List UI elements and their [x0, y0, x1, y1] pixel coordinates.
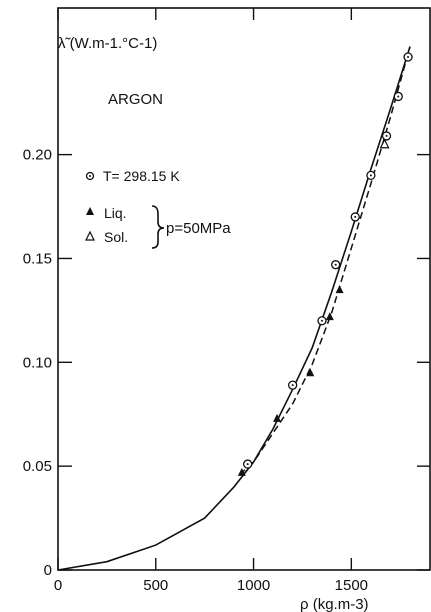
point-temperature-dot — [397, 95, 400, 98]
legend: T= 298.15 K Liq. Sol. p=50MPa — [85, 168, 231, 249]
data-points — [237, 52, 413, 476]
legend-label-temperature: T= 298.15 K — [103, 168, 180, 184]
legend-label-liquid: Liq. — [104, 205, 127, 221]
plot-axes — [57, 7, 431, 571]
legend-marker-circle — [85, 171, 95, 181]
legend-marker-filled-triangle — [86, 207, 94, 215]
legend-marker-circle-dot — [89, 175, 91, 177]
legend-brace — [151, 205, 165, 249]
point-liquid — [325, 312, 334, 321]
point-temperature-dot — [334, 263, 337, 266]
point-temperature-dot — [321, 319, 323, 322]
x-tick-label: 1500 — [335, 577, 368, 594]
point-solid — [379, 138, 390, 149]
fit-curves — [57, 46, 411, 571]
y-tick-label: 0 — [44, 562, 52, 579]
chart-title: ARGON — [108, 91, 163, 108]
tick-marks: 0 500 1000 1500 0 0.05 0.10 0.15 0.20 — [23, 8, 430, 594]
x-axis-label: ρ (kg.m-3) — [300, 596, 369, 612]
x-tick-label: 0 — [54, 577, 62, 594]
point-temperature-dot — [407, 56, 410, 58]
x-tick-label: 500 — [143, 577, 168, 594]
point-temperature-dot — [246, 463, 249, 466]
y-axis-label: λ̃ (W.m-1.°C-1) — [58, 35, 157, 52]
point-temperature-dot — [291, 384, 294, 387]
point-temperature-dot — [354, 215, 357, 218]
point-temperature-dot — [385, 134, 388, 137]
plot-frame — [57, 7, 431, 571]
point-temperature-dot — [369, 174, 372, 177]
x-tick-label: 1000 — [237, 577, 270, 594]
y-tick-label: 0.05 — [23, 458, 52, 475]
legend-label-solid: Sol. — [104, 229, 128, 245]
point-liquid — [237, 467, 246, 476]
legend-group-label: p=50MPa — [166, 220, 231, 237]
point-liquid — [335, 285, 344, 294]
y-tick-label: 0.20 — [23, 147, 52, 164]
legend-marker-open-triangle — [85, 230, 95, 241]
y-tick-label: 0.15 — [23, 250, 52, 267]
dashed-fit-curve — [239, 46, 411, 476]
solid-fit-curve — [57, 46, 411, 571]
y-tick-label: 0.10 — [23, 354, 52, 371]
point-liquid — [273, 413, 282, 422]
point-liquid — [306, 368, 315, 377]
